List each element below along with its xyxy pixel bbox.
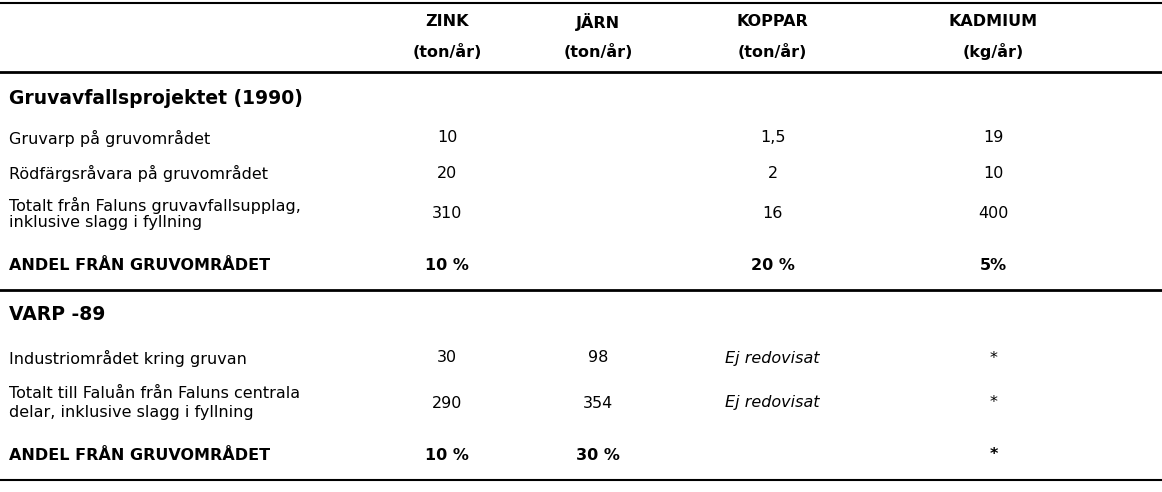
Text: VARP -89: VARP -89	[9, 306, 106, 325]
Text: 20 %: 20 %	[751, 257, 795, 273]
Text: 16: 16	[762, 207, 783, 221]
Text: *: *	[990, 396, 997, 410]
Text: (ton/år): (ton/år)	[413, 44, 482, 60]
Text: 20: 20	[437, 165, 458, 181]
Text: *: *	[990, 350, 997, 366]
Text: 354: 354	[583, 396, 614, 410]
Text: KOPPAR: KOPPAR	[737, 14, 809, 30]
Text: KADMIUM: KADMIUM	[949, 14, 1038, 30]
Text: Ej redovisat: Ej redovisat	[725, 350, 820, 366]
Text: ANDEL FRÅN GRUVOMRÅDET: ANDEL FRÅN GRUVOMRÅDET	[9, 257, 271, 273]
Text: Rödfärgsråvara på gruvområdet: Rödfärgsråvara på gruvområdet	[9, 164, 268, 182]
Text: 10: 10	[983, 165, 1004, 181]
Text: *: *	[989, 448, 998, 462]
Text: 10 %: 10 %	[425, 257, 469, 273]
Text: 30: 30	[437, 350, 458, 366]
Text: Industriområdet kring gruvan: Industriområdet kring gruvan	[9, 349, 248, 367]
Text: 10 %: 10 %	[425, 448, 469, 462]
Text: ANDEL FRÅN GRUVOMRÅDET: ANDEL FRÅN GRUVOMRÅDET	[9, 448, 271, 462]
Text: (ton/år): (ton/år)	[564, 44, 633, 60]
Text: Gruvavfallsprojektet (1990): Gruvavfallsprojektet (1990)	[9, 89, 303, 107]
Text: 5%: 5%	[980, 257, 1007, 273]
Text: delar, inklusive slagg i fyllning: delar, inklusive slagg i fyllning	[9, 405, 254, 421]
Text: 310: 310	[432, 207, 462, 221]
Text: (kg/år): (kg/år)	[963, 43, 1024, 61]
Text: Gruvarp på gruvområdet: Gruvarp på gruvområdet	[9, 129, 210, 147]
Text: Totalt från Faluns gruvavfallsupplag,: Totalt från Faluns gruvavfallsupplag,	[9, 196, 301, 214]
Text: Ej redovisat: Ej redovisat	[725, 396, 820, 410]
Text: Totalt till Faluån från Faluns centrala: Totalt till Faluån från Faluns centrala	[9, 386, 301, 400]
Text: 98: 98	[588, 350, 609, 366]
Text: 19: 19	[983, 130, 1004, 146]
Text: JÄRN: JÄRN	[576, 13, 621, 31]
Text: 10: 10	[437, 130, 458, 146]
Text: 2: 2	[768, 165, 777, 181]
Text: ZINK: ZINK	[425, 14, 469, 30]
Text: 30 %: 30 %	[576, 448, 621, 462]
Text: 1,5: 1,5	[760, 130, 786, 146]
Text: inklusive slagg i fyllning: inklusive slagg i fyllning	[9, 215, 202, 230]
Text: (ton/år): (ton/år)	[738, 44, 808, 60]
Text: 290: 290	[432, 396, 462, 410]
Text: 400: 400	[978, 207, 1009, 221]
